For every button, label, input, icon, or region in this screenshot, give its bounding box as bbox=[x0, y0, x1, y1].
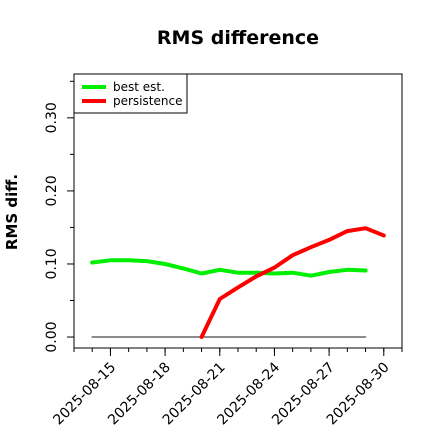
legend-label: best est. bbox=[113, 80, 165, 94]
y-tick-label: 0.00 bbox=[44, 321, 60, 352]
x-axis: 2025-08-152025-08-182025-08-212025-08-24… bbox=[50, 348, 402, 428]
series-layer bbox=[92, 228, 384, 337]
y-tick-label: 0.10 bbox=[44, 248, 60, 279]
series-line-best-est bbox=[92, 260, 365, 275]
legend-label: persistence bbox=[113, 94, 182, 108]
legend: best est.persistence bbox=[74, 74, 187, 113]
plot-frame bbox=[74, 74, 402, 348]
series-line-persistence bbox=[202, 228, 384, 337]
y-axis: 0.00 0.10 0.20 0.30 bbox=[44, 81, 74, 352]
chart-title: RMS difference bbox=[157, 27, 319, 49]
y-tick-label: 0.30 bbox=[44, 102, 60, 133]
y-tick-label: 0.20 bbox=[44, 175, 60, 206]
y-axis-label: RMS diff. bbox=[3, 174, 21, 250]
